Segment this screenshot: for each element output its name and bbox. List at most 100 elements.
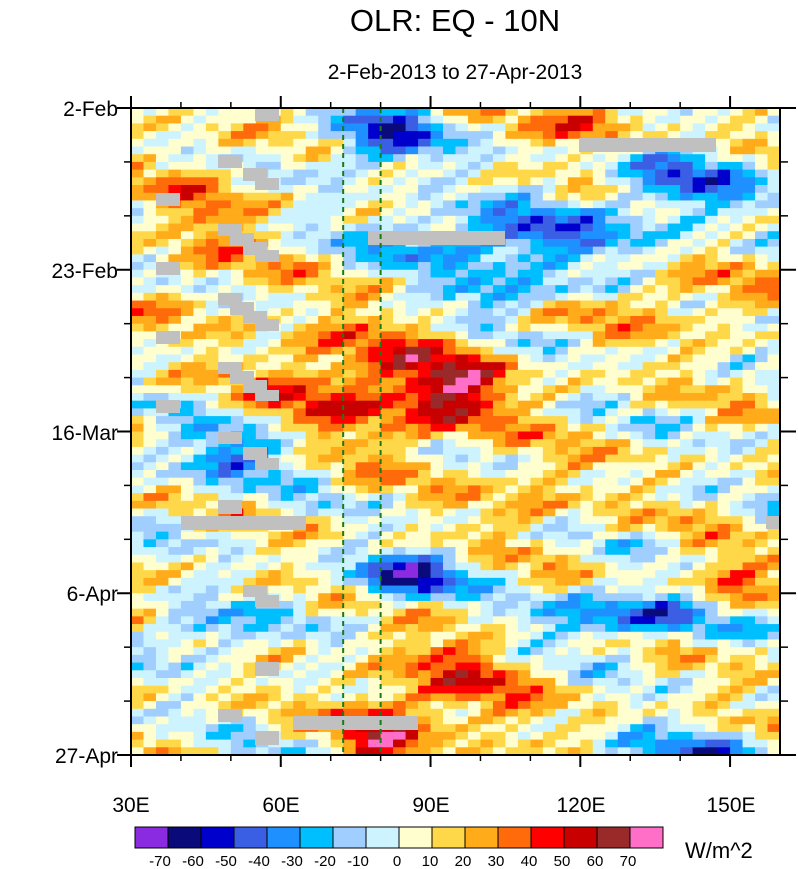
heatmap-cell — [555, 508, 569, 517]
heatmap-cell — [605, 454, 619, 463]
heatmap-cell — [480, 708, 494, 718]
heatmap-cell — [680, 285, 694, 294]
heatmap-cell — [305, 385, 319, 394]
heatmap-cell — [455, 539, 469, 548]
heatmap-cell — [355, 570, 369, 579]
heatmap-cell — [380, 392, 394, 402]
heatmap-cell — [255, 631, 269, 641]
heatmap-cell — [467, 616, 482, 625]
heatmap-cell — [542, 454, 556, 463]
heatmap-cell — [293, 315, 307, 325]
heatmap-cell — [505, 716, 519, 725]
heatmap-cell — [755, 600, 769, 610]
heatmap-cell — [405, 562, 419, 571]
heatmap-cell — [368, 593, 382, 602]
heatmap-cell — [467, 523, 482, 533]
heatmap-cell — [330, 431, 344, 440]
heatmap-cell — [430, 431, 444, 440]
heatmap-cell — [143, 585, 157, 594]
heatmap-cell — [692, 346, 706, 356]
heatmap-cell — [193, 624, 207, 633]
heatmap-cell — [742, 570, 756, 579]
heatmap-cell — [742, 731, 756, 741]
heatmap-cell — [455, 323, 469, 332]
heatmap-cell — [305, 562, 319, 571]
heatmap-cell — [680, 192, 694, 202]
heatmap-cell — [617, 647, 631, 656]
heatmap-cell — [667, 254, 681, 263]
heatmap-cell — [592, 269, 606, 279]
heatmap-cell — [580, 685, 594, 694]
heatmap-cell — [567, 677, 581, 687]
heatmap-cell — [293, 300, 307, 309]
heatmap-cell — [705, 346, 719, 356]
heatmap-cell — [505, 115, 519, 124]
heatmap-cell — [667, 154, 681, 163]
heatmap-cell — [555, 708, 569, 718]
heatmap-cell — [455, 223, 469, 232]
heatmap-cell — [305, 539, 319, 548]
heatmap-cell — [492, 200, 507, 209]
heatmap-cell — [717, 292, 731, 302]
heatmap-cell — [580, 708, 594, 718]
heatmap-cell — [767, 339, 781, 348]
heatmap-cell — [430, 624, 444, 633]
heatmap-cell — [667, 377, 681, 386]
heatmap-cell — [293, 708, 307, 718]
heatmap-cell — [567, 200, 581, 209]
heatmap-cell — [143, 185, 157, 194]
heatmap-cell — [205, 508, 219, 517]
heatmap-cell — [418, 585, 432, 594]
heatmap-cell — [380, 431, 394, 440]
heatmap-cell — [318, 208, 332, 217]
heatmap-cell — [630, 508, 644, 517]
heatmap-cells — [131, 108, 781, 756]
heatmap-cell — [443, 585, 457, 594]
heatmap-cell — [343, 639, 357, 648]
heatmap-cell — [767, 539, 781, 548]
heatmap-cell — [605, 677, 619, 687]
missing-data-patch — [181, 516, 306, 530]
heatmap-cell — [717, 523, 731, 533]
heatmap-cell — [592, 547, 606, 556]
heatmap-cell — [193, 262, 207, 271]
heatmap-cell — [480, 685, 494, 694]
heatmap-cell — [592, 362, 606, 371]
heatmap-cell — [131, 362, 145, 371]
heatmap-cell — [280, 331, 294, 340]
heatmap-cell — [131, 739, 145, 748]
heatmap-cell — [592, 323, 606, 332]
heatmap-cell — [293, 177, 307, 186]
heatmap-cell — [255, 416, 269, 425]
heatmap-cell — [180, 416, 194, 425]
heatmap-cell — [180, 177, 194, 186]
heatmap-cell — [343, 477, 357, 487]
heatmap-cell — [692, 539, 706, 548]
heatmap-cell — [443, 169, 457, 178]
heatmap-cell — [380, 362, 394, 371]
heatmap-cell — [567, 731, 581, 741]
heatmap-cell — [393, 177, 407, 186]
heatmap-cell — [655, 169, 669, 178]
heatmap-cell — [592, 600, 606, 610]
heatmap-cell — [255, 339, 269, 348]
heatmap-cell — [617, 154, 631, 163]
heatmap-cell — [705, 570, 719, 579]
heatmap-cell — [418, 354, 432, 363]
heatmap-cell — [505, 724, 519, 733]
heatmap-cell — [605, 192, 619, 202]
heatmap-cell — [592, 123, 606, 132]
heatmap-cell — [368, 262, 382, 271]
heatmap-cell — [730, 154, 744, 163]
heatmap-cell — [667, 446, 681, 456]
heatmap-cell — [243, 493, 257, 502]
heatmap-cell — [630, 631, 644, 641]
heatmap-cell — [255, 146, 269, 155]
heatmap-cell — [418, 408, 432, 417]
heatmap-cell — [218, 238, 232, 248]
heatmap-cell — [430, 208, 444, 217]
heatmap-cell — [318, 277, 332, 286]
heatmap-cell — [243, 477, 257, 487]
heatmap-cell — [405, 477, 419, 487]
heatmap-cell — [755, 677, 769, 687]
